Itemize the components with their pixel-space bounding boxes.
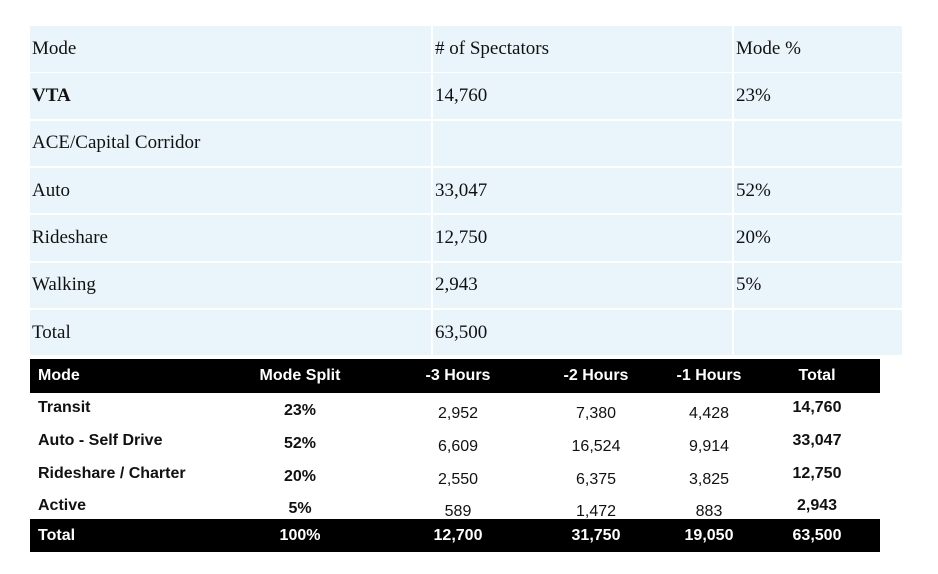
total-cell: 63,500 (792, 527, 842, 544)
cell: 14,760 (433, 73, 732, 119)
header-cell: # of Spectators (433, 26, 732, 72)
total-bar (30, 519, 880, 552)
cell: 12,750 (433, 215, 732, 261)
cell: 2,952 (437, 405, 479, 422)
header-cell: Mode (30, 26, 431, 72)
cell (734, 309, 902, 356)
column-header: -3 Hours (425, 367, 491, 384)
cell: 33,047 (433, 167, 732, 214)
cell: 5% (288, 500, 312, 517)
cell: VTA (30, 73, 431, 119)
cell: 52% (283, 435, 317, 452)
cell: Auto - Self Drive (38, 432, 163, 449)
cell: Walking (30, 262, 431, 308)
column-header: -2 Hours (563, 367, 629, 384)
cell: 3,825 (688, 471, 730, 488)
cell: 20% (734, 215, 902, 261)
header-cell: Mode % (734, 26, 902, 72)
total-cell: 19,050 (684, 527, 734, 544)
cell: 23% (283, 402, 317, 419)
cell: 1,472 (575, 503, 617, 520)
cell: 7,380 (575, 405, 617, 422)
cell: 14,760 (792, 399, 842, 416)
cell: 9,914 (688, 438, 730, 455)
cell: Rideshare / Charter (38, 465, 186, 482)
column-header: Mode (38, 367, 80, 384)
column-header: -1 Hours (676, 367, 742, 384)
cell: 6,375 (575, 471, 617, 488)
cell: 6,609 (437, 438, 479, 455)
cell: 589 (444, 503, 472, 520)
cell: 52% (734, 167, 902, 214)
cell: 883 (695, 503, 723, 520)
cell: 2,550 (437, 471, 479, 488)
cell: ACE/Capital Corridor (30, 120, 431, 167)
cell: 5% (734, 262, 902, 308)
cell: 33,047 (792, 432, 842, 449)
cell: 4,428 (688, 405, 730, 422)
cell: 63,500 (433, 309, 732, 356)
column-header: Mode Split (259, 367, 341, 384)
cell (734, 120, 902, 167)
cell: 12,750 (792, 465, 842, 482)
cell: 20% (283, 468, 317, 485)
total-cell: Total (38, 527, 76, 544)
cell (433, 120, 732, 167)
total-cell: 12,700 (433, 527, 483, 544)
cell: Active (38, 497, 87, 514)
cell: Total (30, 309, 431, 356)
cell: Transit (38, 399, 91, 416)
cell: Rideshare (30, 215, 431, 261)
column-header: Total (798, 367, 836, 384)
cell: 23% (734, 73, 902, 119)
cell: Auto (30, 167, 431, 214)
header-bar (30, 359, 880, 393)
cell: 2,943 (796, 497, 838, 514)
cell: 2,943 (433, 262, 732, 308)
total-cell: 100% (279, 527, 321, 544)
total-cell: 31,750 (571, 527, 621, 544)
cell: 16,524 (571, 438, 621, 455)
